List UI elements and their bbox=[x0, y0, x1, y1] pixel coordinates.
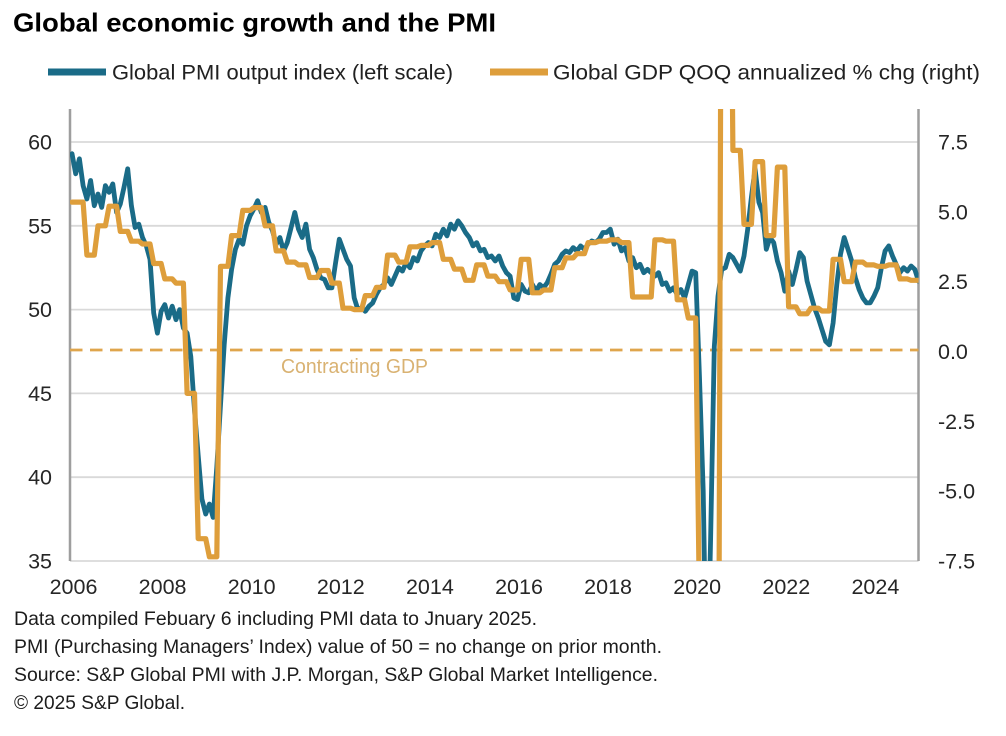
svg-text:40: 40 bbox=[28, 466, 52, 490]
svg-text:Source: S&P Global PMI with J.: Source: S&P Global PMI with J.P. Morgan,… bbox=[14, 664, 658, 686]
svg-text:7.5: 7.5 bbox=[938, 131, 968, 155]
svg-text:55: 55 bbox=[28, 214, 52, 238]
svg-text:60: 60 bbox=[28, 131, 52, 155]
svg-text:© 2025 S&P Global.: © 2025 S&P Global. bbox=[14, 692, 185, 714]
svg-text:-7.5: -7.5 bbox=[938, 550, 975, 574]
svg-text:2006: 2006 bbox=[50, 575, 98, 599]
svg-text:50: 50 bbox=[28, 298, 52, 322]
svg-text:2024: 2024 bbox=[851, 575, 899, 599]
svg-text:2016: 2016 bbox=[495, 575, 543, 599]
svg-text:2.5: 2.5 bbox=[938, 270, 968, 294]
svg-text:45: 45 bbox=[28, 382, 52, 406]
svg-text:Global PMI output index (left: Global PMI output index (left scale) bbox=[112, 62, 453, 85]
svg-text:35: 35 bbox=[28, 550, 52, 574]
svg-text:0.0: 0.0 bbox=[938, 340, 968, 364]
svg-text:2010: 2010 bbox=[228, 575, 276, 599]
svg-text:2008: 2008 bbox=[139, 575, 187, 599]
svg-text:PMI (Purchasing Managers’ Inde: PMI (Purchasing Managers’ Index) value o… bbox=[14, 636, 662, 658]
svg-text:2020: 2020 bbox=[673, 575, 721, 599]
svg-text:2022: 2022 bbox=[762, 575, 810, 599]
svg-text:2014: 2014 bbox=[406, 575, 454, 599]
svg-text:Contracting GDP: Contracting GDP bbox=[281, 356, 428, 378]
svg-text:Global GDP QOQ annualized % ch: Global GDP QOQ annualized % chg (right) bbox=[553, 62, 980, 85]
svg-text:5.0: 5.0 bbox=[938, 200, 968, 224]
svg-text:-2.5: -2.5 bbox=[938, 410, 975, 434]
svg-text:Data compiled Febuary 6 includ: Data compiled Febuary 6 including PMI da… bbox=[14, 608, 537, 630]
svg-text:-5.0: -5.0 bbox=[938, 480, 975, 504]
svg-text:2018: 2018 bbox=[584, 575, 632, 599]
svg-text:2012: 2012 bbox=[317, 575, 365, 599]
svg-text:Global economic growth and the: Global economic growth and the PMI bbox=[13, 8, 496, 38]
